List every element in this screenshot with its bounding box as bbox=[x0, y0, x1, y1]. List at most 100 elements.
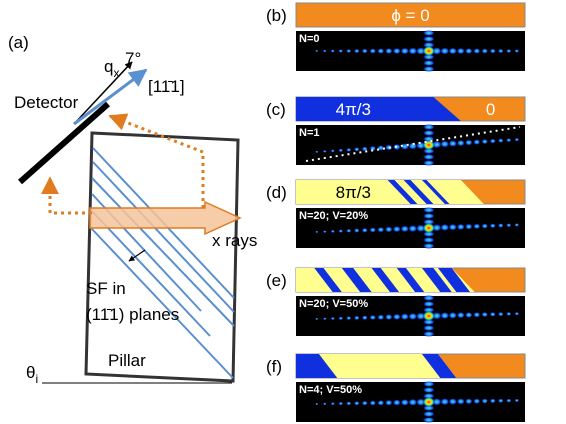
streak-blob bbox=[339, 402, 344, 406]
streak-blob bbox=[482, 48, 489, 53]
xray-beam bbox=[90, 202, 240, 234]
streak-blob bbox=[339, 317, 344, 321]
streak-blob bbox=[339, 149, 344, 153]
panels: (b)ϕ = 0N=0(c)4π/30N=1(d)8π/3N=20; V=20%… bbox=[266, 3, 525, 423]
phase-bar bbox=[296, 354, 525, 378]
streak-blob bbox=[490, 139, 496, 144]
streak-blob bbox=[440, 47, 449, 54]
panel-text: N=0 bbox=[299, 33, 320, 45]
streak-blob bbox=[457, 312, 465, 318]
diffraction-image: N=20; V=50% bbox=[296, 295, 525, 337]
streak-blob bbox=[393, 314, 401, 320]
phase-label: 4π/3 bbox=[336, 100, 371, 119]
streak-blob bbox=[515, 138, 520, 142]
panel-label: (c) bbox=[266, 100, 286, 119]
streak-blob bbox=[515, 399, 520, 403]
diffraction-image: N=20; V=20% bbox=[296, 207, 525, 249]
diffraction-image: N=1 bbox=[296, 124, 525, 166]
rod-blob bbox=[423, 381, 435, 387]
figure: (a) x rays Detector qx 7° [11̄1] SF in (… bbox=[0, 0, 566, 424]
rod-blob bbox=[423, 30, 435, 36]
streak-blob bbox=[315, 403, 318, 405]
streak-blob bbox=[408, 47, 417, 54]
streak-blob bbox=[377, 314, 384, 320]
streak-blob bbox=[490, 312, 496, 317]
rod-blob bbox=[423, 331, 435, 337]
xray-label: x rays bbox=[212, 231, 257, 250]
rod-blob bbox=[423, 130, 435, 136]
streak-blob bbox=[362, 401, 368, 406]
streak-blob bbox=[498, 138, 504, 142]
panel-label: (d) bbox=[266, 183, 287, 202]
streak-blob bbox=[449, 312, 458, 319]
streak-blob bbox=[482, 139, 489, 144]
rod-blob bbox=[423, 207, 435, 213]
streak-blob bbox=[449, 398, 458, 405]
rod-blob bbox=[423, 387, 435, 393]
theta-subscript: i bbox=[35, 372, 38, 386]
rod-blob bbox=[423, 301, 435, 307]
streak-blob bbox=[385, 400, 393, 406]
streak-blob bbox=[354, 316, 360, 320]
streak-blob bbox=[440, 224, 449, 231]
streak-blob bbox=[506, 138, 511, 142]
streak-blob bbox=[440, 140, 449, 147]
streak-blob bbox=[377, 227, 384, 233]
detector-label: Detector bbox=[14, 93, 79, 112]
streak-blob bbox=[331, 402, 335, 405]
streak-blob bbox=[440, 398, 449, 405]
streak-blob bbox=[377, 400, 384, 406]
center-spot bbox=[423, 46, 435, 56]
scattered-beam bbox=[50, 178, 92, 213]
streak-blob bbox=[385, 144, 393, 150]
rod-blob bbox=[423, 66, 435, 72]
streak-blob bbox=[440, 312, 449, 319]
streak-blob bbox=[401, 225, 410, 232]
diffraction-image: N=4; V=50% bbox=[296, 381, 525, 423]
streak-blob bbox=[515, 312, 520, 316]
streak-blob bbox=[346, 316, 351, 320]
streak-blob bbox=[385, 48, 393, 54]
streak-blob bbox=[377, 48, 384, 54]
streak-blob bbox=[449, 48, 458, 55]
center-spot bbox=[423, 223, 435, 233]
rod-blob bbox=[423, 325, 435, 331]
streak-blob bbox=[515, 49, 520, 53]
streak-blob bbox=[354, 49, 360, 53]
streak-blob bbox=[362, 315, 368, 320]
streak-blob bbox=[354, 147, 360, 151]
streak-blob bbox=[473, 224, 480, 230]
sf-label: (11̄1) planes bbox=[86, 305, 179, 324]
streak-blob bbox=[465, 398, 473, 404]
streak-blob bbox=[331, 149, 335, 152]
streak-blob bbox=[323, 150, 327, 153]
streak-blob bbox=[393, 399, 401, 405]
streak-blob bbox=[408, 225, 417, 232]
rod-blob bbox=[423, 213, 435, 219]
streak-blob bbox=[408, 313, 417, 320]
streak-blob bbox=[506, 49, 511, 53]
streak-blob bbox=[482, 223, 489, 228]
streak-blob bbox=[506, 312, 511, 316]
streak-blob bbox=[506, 223, 511, 227]
streak-blob bbox=[465, 140, 473, 146]
streak-blob bbox=[465, 224, 473, 230]
rod-blob bbox=[423, 36, 435, 42]
panel-text: N=20; V=50% bbox=[299, 298, 368, 310]
streak-blob bbox=[323, 317, 327, 320]
phase-bar bbox=[296, 268, 525, 292]
stacking-faults bbox=[91, 148, 234, 378]
q-subscript: x bbox=[113, 66, 119, 80]
streak-blob bbox=[315, 151, 318, 153]
streak-blob bbox=[490, 398, 496, 403]
streak-blob bbox=[465, 312, 473, 318]
streak-blob bbox=[465, 48, 473, 54]
panel-text: N=4; V=50% bbox=[299, 384, 362, 396]
streak-blob bbox=[393, 226, 401, 232]
streak-blob bbox=[346, 229, 351, 233]
streak-blob bbox=[506, 399, 511, 403]
streak-blob bbox=[473, 312, 480, 318]
diffraction-image: N=0 bbox=[296, 30, 525, 72]
streak-blob bbox=[385, 226, 393, 232]
streak-blob bbox=[473, 139, 480, 145]
